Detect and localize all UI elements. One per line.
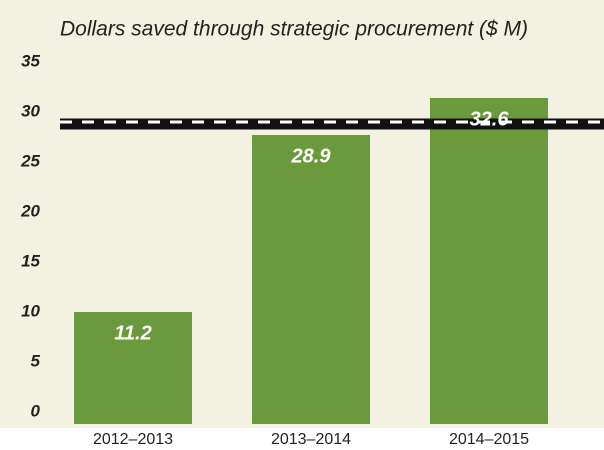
y-tick-label: 0 [31, 401, 41, 420]
y-tick-label: 15 [21, 251, 40, 270]
y-tick-label: 20 [20, 201, 40, 220]
chart-title: Dollars saved through strategic procurem… [60, 18, 528, 41]
y-tick-label: 10 [21, 301, 40, 320]
bar [430, 98, 548, 424]
x-tick-label: 2014–2015 [449, 431, 529, 448]
value-label: 28.9 [291, 145, 332, 167]
y-tick-label: 35 [21, 51, 40, 70]
y-tick-label: 5 [31, 351, 41, 370]
axis-band [0, 428, 604, 450]
bar [252, 135, 370, 424]
x-tick-label: 2013–2014 [271, 431, 351, 448]
y-tick-label: 30 [21, 101, 40, 120]
bar [74, 312, 192, 424]
value-label: 11.2 [114, 322, 151, 344]
value-label: 32.6 [470, 108, 510, 130]
x-tick-label: 2012–2013 [93, 431, 173, 448]
y-tick-label: 25 [20, 151, 40, 170]
